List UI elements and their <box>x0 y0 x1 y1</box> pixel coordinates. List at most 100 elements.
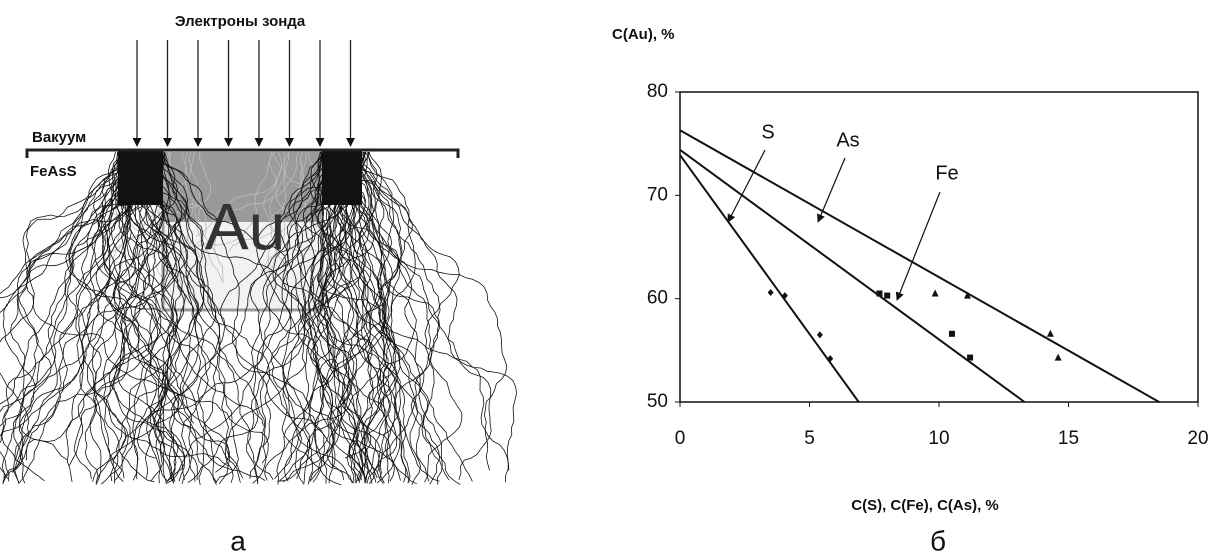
electron-trajectory <box>126 151 184 482</box>
panel-a: Au Электроны зонда Вакуум FeAsS а <box>0 13 517 556</box>
electron-trajectory <box>195 151 286 237</box>
electron-trajectory <box>92 151 183 482</box>
electron-trajectory <box>182 151 224 281</box>
electron-trajectory <box>156 151 311 484</box>
electron-trajectory <box>79 151 127 482</box>
label-arrow <box>727 149 766 223</box>
data-point <box>1054 353 1062 361</box>
electron-trajectory <box>0 151 126 482</box>
inclusion-label: Au <box>205 189 286 263</box>
electron-trajectory <box>19 151 134 484</box>
electron-trajectory <box>97 151 186 480</box>
electron-trajectory <box>320 151 422 485</box>
label-arrow <box>895 191 941 301</box>
electron-trajectory <box>188 151 224 284</box>
plot-frame <box>679 91 1199 403</box>
data-point <box>1046 329 1054 337</box>
data-point <box>876 290 883 297</box>
y-tick-label: 80 <box>647 81 668 102</box>
electron-trajectory <box>0 151 128 479</box>
electron-trajectory <box>0 151 164 437</box>
electron-trajectory <box>139 151 218 483</box>
data-point <box>767 288 774 296</box>
electron-trajectory <box>254 151 335 483</box>
fit-line <box>679 154 860 403</box>
x-tick-label: 10 <box>928 428 949 449</box>
electron-trajectory <box>108 152 185 483</box>
panel-b: C(Au), % C(S), C(Fe), C(As), % б 5060708… <box>612 26 1209 556</box>
electron-trajectory <box>322 151 403 483</box>
electron-trajectory <box>110 151 186 482</box>
electron-trajectory <box>187 151 348 484</box>
electron-trajectory <box>0 151 131 405</box>
panel-label: а <box>230 525 246 556</box>
electron-trajectory <box>316 151 355 484</box>
electron-trajectory <box>326 151 387 480</box>
data-point <box>963 291 971 299</box>
electron-trajectory <box>124 151 175 482</box>
electron-trajectory <box>344 151 450 481</box>
x-tick-label: 0 <box>675 428 686 449</box>
dense-zone <box>118 150 163 205</box>
electron-trajectory <box>264 151 401 481</box>
electron-trajectory <box>142 151 239 484</box>
electron-trajectory <box>266 151 289 287</box>
electron-trajectory <box>342 151 417 485</box>
electron-trajectory <box>110 151 226 482</box>
electron-trajectory <box>17 151 124 461</box>
electron-trajectory <box>326 151 363 482</box>
electron-trajectory <box>349 152 417 479</box>
series-label: S <box>761 121 774 143</box>
electron-trajectory <box>160 151 398 436</box>
data-point <box>948 330 955 337</box>
electron-trajectory <box>353 151 463 483</box>
electron-trajectory <box>349 151 391 482</box>
data-point <box>781 292 788 300</box>
electron-trajectory <box>348 151 393 484</box>
electron-trajectory <box>127 151 231 485</box>
au-excitation-zone <box>163 152 322 222</box>
electron-trajectory <box>324 151 430 482</box>
electron-trajectory <box>261 151 299 272</box>
electron-trajectory <box>213 151 290 255</box>
electron-trajectory <box>368 151 492 480</box>
x-axis-label: C(S), C(Fe), C(As), % <box>851 497 999 514</box>
electron-trajectory <box>281 151 371 486</box>
fit-line <box>679 129 1160 403</box>
electron-trajectory <box>314 151 440 482</box>
x-tick-label: 20 <box>1187 428 1208 449</box>
electron-trajectory <box>161 151 195 280</box>
sample-label: FeAsS <box>30 163 77 180</box>
data-point <box>816 331 823 339</box>
electron-trajectory <box>26 151 158 461</box>
fit-line <box>679 149 1026 403</box>
electron-trajectory <box>345 151 443 485</box>
electron-trajectory <box>100 151 167 485</box>
electron-trajectory <box>349 151 401 483</box>
electron-trajectory <box>196 151 272 247</box>
electron-trajectory <box>65 151 264 427</box>
series-label: As <box>836 129 859 151</box>
electron-trajectory <box>114 151 206 484</box>
electron-trajectory <box>272 151 331 265</box>
electron-trajectory <box>303 151 383 484</box>
electron-trajectory <box>225 151 346 483</box>
electron-trajectory <box>316 151 461 486</box>
data-point <box>884 292 891 299</box>
electron-trajectory <box>65 151 170 482</box>
y-tick-label: 70 <box>647 184 668 205</box>
electron-trajectory <box>358 151 517 483</box>
electron-trajectory <box>276 151 352 485</box>
electron-trajectory <box>95 151 164 484</box>
electron-trajectory <box>329 151 410 483</box>
electron-trajectory <box>2 151 148 485</box>
dense-zone <box>322 150 362 205</box>
electron-trajectory <box>256 151 401 481</box>
electron-trajectory <box>107 151 198 481</box>
y-tick-label: 60 <box>647 288 668 309</box>
electron-trajectory <box>1 151 123 481</box>
electron-trajectory <box>84 151 132 484</box>
y-tick-label: 50 <box>647 391 668 412</box>
electron-trajectory <box>12 151 178 484</box>
